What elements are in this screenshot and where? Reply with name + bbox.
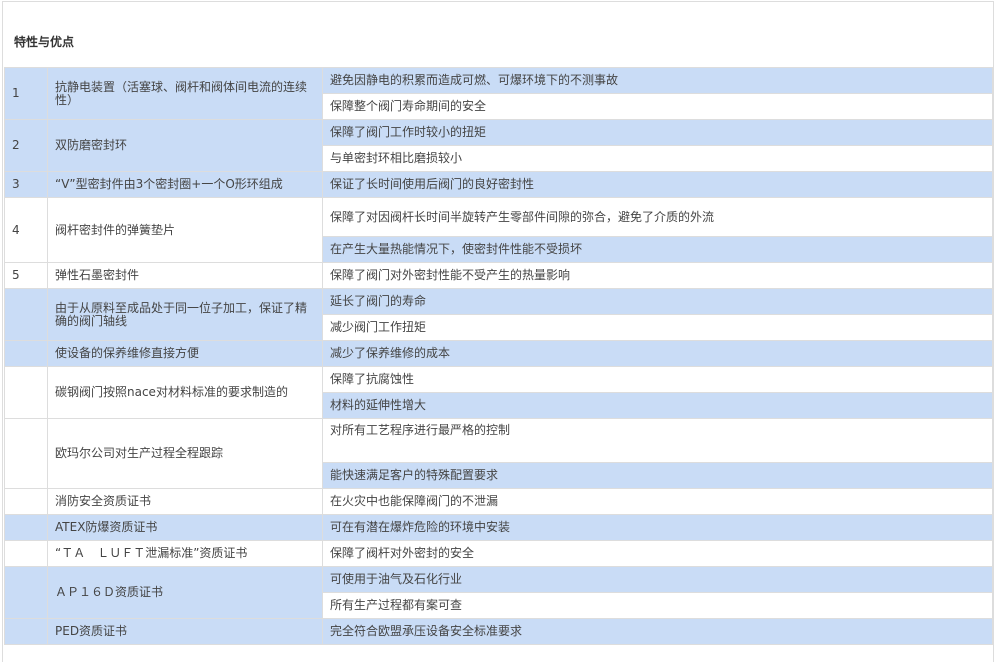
benefit-cell: 保障整个阀门寿命期间的安全 — [322, 93, 993, 120]
row-number — [4, 366, 48, 419]
feature-cell: 弹性石墨密封件 — [47, 262, 323, 289]
table-row: 3 “V”型密封件由3个密封圈+一个O形环组成 保证了长时间使用后阀门的良好密封性 — [4, 171, 993, 198]
table-row: 欧玛尔公司对生产过程全程跟踪 对所有工艺程序进行最严格的控制 — [4, 418, 993, 489]
row-number — [4, 418, 48, 489]
benefit-cell: 避免因静电的积累而造成可燃、可爆环境下的不测事故 — [322, 67, 993, 94]
feature-cell: PED资质证书 — [47, 618, 323, 645]
feature-cell: 抗静电装置（活塞球、阀杆和阀体间电流的连续性） — [47, 67, 323, 120]
row-number — [4, 288, 48, 341]
table-row: 保障整个阀门寿命期间的安全 — [5, 93, 993, 120]
features-table: 1 抗静电装置（活塞球、阀杆和阀体间电流的连续性） 避免因静电的积累而造成可燃、可爆… — [4, 67, 993, 645]
benefit-cell: 减少了保养维修的成本 — [322, 340, 993, 367]
table-row: 减少阀门工作扭矩 — [5, 314, 993, 341]
table-row: 能快速满足客户的特殊配置要求 — [5, 462, 993, 489]
benefit-cell: 保证了长时间使用后阀门的良好密封性 — [322, 171, 993, 198]
row-number — [4, 618, 48, 645]
benefit-cell: 保障了抗腐蚀性 — [322, 366, 993, 393]
table-row: 碳钢阀门按照nace对材料标准的要求制造的 保障了抗腐蚀性 — [4, 366, 993, 419]
row-number — [4, 488, 48, 515]
table-row: 2 双防磨密封环 保障了阀门工作时较小的扭矩 — [4, 119, 993, 172]
feature-cell: ＡＰ１６Ｄ资质证书 — [47, 566, 323, 619]
benefit-cell: 材料的延伸性增大 — [322, 392, 993, 419]
row-number — [4, 566, 48, 619]
feature-cell: “V”型密封件由3个密封圈+一个O形环组成 — [47, 171, 323, 198]
table-row: 消防安全资质证书 在火灾中也能保障阀门的不泄漏 — [4, 488, 993, 515]
benefit-cell: 保障了阀门工作时较小的扭矩 — [322, 119, 993, 146]
benefit-cell: 保障了对因阀杆长时间半旋转产生零部件间隙的弥合，避免了介质的外流 — [322, 197, 993, 237]
table-row: 4 阀杆密封件的弹簧垫片 保障了对因阀杆长时间半旋转产生零部件间隙的弥合，避免了介质… — [4, 197, 993, 263]
table-row: ＡＰ１６Ｄ资质证书 可使用于油气及石化行业 — [4, 566, 993, 619]
table-row: 使设备的保养维修直接方便 减少了保养维修的成本 — [4, 340, 993, 367]
benefit-cell: 与单密封环相比磨损较小 — [322, 145, 993, 172]
row-number: 3 — [4, 171, 48, 198]
table-row: PED资质证书 完全符合欧盟承压设备安全标准要求 — [4, 618, 993, 645]
feature-cell: 双防磨密封环 — [47, 119, 323, 172]
feature-cell: ATEX防爆资质证书 — [47, 514, 323, 541]
benefit-cell: 减少阀门工作扭矩 — [322, 314, 993, 341]
row-number: 2 — [4, 119, 48, 172]
feature-cell: 碳钢阀门按照nace对材料标准的要求制造的 — [47, 366, 323, 419]
benefit-cell: 保障了阀杆对外密封的安全 — [322, 540, 993, 567]
table-row: 5 弹性石墨密封件 保障了阀门对外密封性能不受产生的热量影响 — [4, 262, 993, 289]
table-row: “ＴＡ ＬＵＦＴ泄漏标准”资质证书 保障了阀杆对外密封的安全 — [4, 540, 993, 567]
benefit-cell: 保障了阀门对外密封性能不受产生的热量影响 — [322, 262, 993, 289]
benefit-cell: 所有生产过程都有案可查 — [322, 592, 993, 619]
row-number — [4, 340, 48, 367]
row-number — [4, 540, 48, 567]
benefit-cell: 可在有潜在爆炸危险的环境中安装 — [322, 514, 993, 541]
benefit-cell: 在产生大量热能情况下，使密封件性能不受损坏 — [322, 236, 993, 263]
feature-cell: 由于从原料至成品处于同一位子加工，保证了精确的阀门轴线 — [47, 288, 323, 341]
feature-cell: 使设备的保养维修直接方便 — [47, 340, 323, 367]
table-row: 1 抗静电装置（活塞球、阀杆和阀体间电流的连续性） 避免因静电的积累而造成可燃、可爆… — [4, 67, 993, 120]
row-number: 4 — [4, 197, 48, 263]
benefit-cell: 对所有工艺程序进行最严格的控制 — [322, 418, 993, 463]
benefit-cell: 延长了阀门的寿命 — [322, 288, 993, 315]
table-row: ATEX防爆资质证书 可在有潜在爆炸危险的环境中安装 — [4, 514, 993, 541]
row-number: 1 — [4, 67, 48, 120]
benefit-cell: 可使用于油气及石化行业 — [322, 566, 993, 593]
feature-cell: 欧玛尔公司对生产过程全程跟踪 — [47, 418, 323, 489]
feature-cell: 阀杆密封件的弹簧垫片 — [47, 197, 323, 263]
table-row: 所有生产过程都有案可查 — [5, 592, 993, 619]
benefit-cell: 完全符合欧盟承压设备安全标准要求 — [322, 618, 993, 645]
row-number — [4, 514, 48, 541]
benefit-cell: 能快速满足客户的特殊配置要求 — [322, 462, 993, 489]
feature-cell: “ＴＡ ＬＵＦＴ泄漏标准”资质证书 — [47, 540, 323, 567]
section-title: 特性与优点 — [14, 35, 75, 49]
table-row: 由于从原料至成品处于同一位子加工，保证了精确的阀门轴线 延长了阀门的寿命 — [4, 288, 993, 341]
feature-cell: 消防安全资质证书 — [47, 488, 323, 515]
benefit-cell: 在火灾中也能保障阀门的不泄漏 — [322, 488, 993, 515]
row-number: 5 — [4, 262, 48, 289]
